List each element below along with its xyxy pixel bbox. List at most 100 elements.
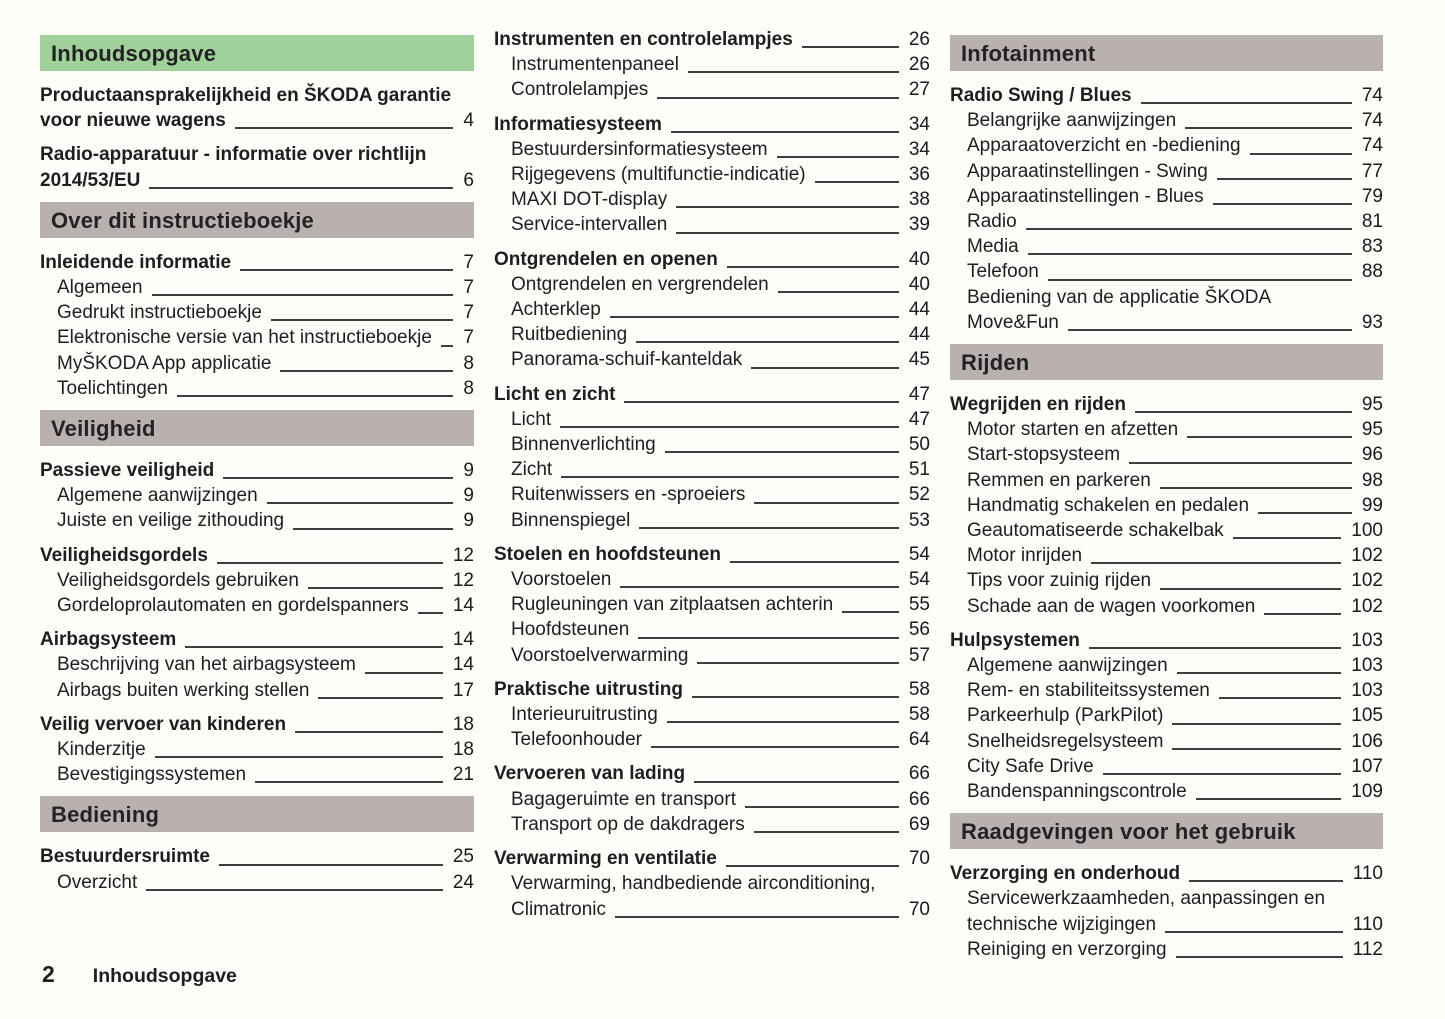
toc-entry-row: Veilig vervoer van kinderen 18 (40, 712, 474, 737)
page-number: 66 (908, 788, 930, 810)
toc-entry-label: Gedrukt instructieboekje (57, 302, 262, 324)
toc-entry-label: Zicht (511, 459, 553, 481)
toc-entry-label: Voorstoelverwarming (511, 644, 689, 666)
page-number: 79 (1361, 185, 1383, 207)
toc-entry-row: Verwarming en ventilatie 70 (494, 846, 930, 871)
leader-line (1195, 798, 1342, 801)
page-number: 26 (908, 29, 930, 50)
toc-entry: Bevestigingssystemen 21 (40, 762, 474, 787)
leader-line (1258, 512, 1352, 515)
toc-entry: Apparaatinstellingen - Swing 77 (950, 159, 1383, 184)
toc-entry: Voorstoelverwarming 57 (494, 643, 930, 668)
toc-entry: Bestuurdersruimte 25 (40, 844, 474, 869)
toc-group: Verzorging en onderhoud 110 Servicewerkzaa… (950, 861, 1383, 962)
toc-entry-label: Gordeloprolautomaten en gordelspanners (57, 595, 409, 617)
toc-entry-label: Informatiesysteem (494, 113, 662, 135)
toc-entry-row: Bandenspanningscontrole 109 (967, 779, 1383, 804)
leader-line (692, 696, 899, 699)
toc-entry: City Safe Drive 107 (950, 754, 1383, 779)
toc-entry-label: Bandenspanningscontrole (967, 781, 1187, 803)
toc-entry: Belangrijke aanwijzingen 74 (950, 108, 1383, 133)
toc-entry-label: Ruitbediening (511, 324, 628, 346)
page-number: 74 (1361, 135, 1383, 157)
toc-entry-row: Bestuurdersinformatiesysteem 34 (511, 137, 930, 162)
toc-entry-row: technische wijzigingen 110 (967, 912, 1383, 937)
toc-entry-row: Schade aan de wagen voorkomen 102 (967, 594, 1383, 619)
toc-entry-label: Algemeen (57, 277, 143, 299)
page-number: 55 (908, 594, 930, 616)
toc-entry-row: Motor starten en afzetten 95 (967, 417, 1383, 442)
leader-line (364, 671, 443, 674)
page-number: 103 (1351, 655, 1383, 677)
leader-line (1129, 461, 1352, 464)
toc-entry-label: Apparaatinstellingen - Blues (967, 185, 1204, 207)
toc-entry-label: Hulpsystemen (950, 629, 1080, 651)
toc-entry-row: Gedrukt instructieboekje 7 (57, 300, 474, 325)
toc-entry-label: Bestuurdersruimte (40, 846, 210, 868)
page-number: 25 (452, 846, 474, 868)
toc-entry-row: Passieve veiligheid 9 (40, 458, 474, 483)
leader-line (1249, 152, 1352, 155)
toc-group: Wegrijden en rijden 95 Motor starten en af… (950, 392, 1383, 619)
toc-entry: Elektronische versie van het instructieb… (40, 325, 474, 350)
toc-entry-label: Radio (967, 211, 1017, 233)
toc-entry-label: MyŠKODA App applicatie (57, 352, 272, 374)
toc-entry-row: Bestuurdersruimte 25 (40, 844, 474, 869)
toc-entry-row: Veiligheidsgordels 12 (40, 543, 474, 568)
page-number: 70 (908, 848, 930, 870)
toc-entry-row: Bagageruimte en transport 66 (511, 787, 930, 812)
section-banner: Bediening (40, 796, 474, 833)
page-number: 6 (463, 169, 474, 191)
toc-entry-label: Algemene aanwijzingen (57, 485, 258, 507)
toc-entry-row: Ontgrendelen en vergrendelen 40 (511, 272, 930, 297)
toc-entry-label: Passieve veiligheid (40, 460, 215, 482)
toc-entry-row: Media 83 (967, 234, 1383, 259)
leader-line (842, 611, 899, 614)
toc-entry-row: Toelichtingen 8 (57, 376, 474, 401)
toc-entry-label: 2014/53/EU (40, 169, 141, 191)
page-number: 44 (908, 324, 930, 346)
toc-entry-row: Geautomatiseerde schakelbak 100 (967, 518, 1383, 543)
toc-entry-label: Stoelen en hoofdsteunen (494, 543, 721, 565)
toc-entry-row: Hulpsystemen 103 (950, 628, 1383, 653)
toc-entry: Transport op de dakdragers 69 (494, 812, 930, 837)
toc-entry: Informatiesysteem 34 (494, 112, 930, 137)
leader-line (280, 369, 454, 372)
page-number: 38 (908, 189, 930, 211)
toc-entry: Telefoonhouder 64 (494, 727, 930, 752)
toc-entry-label: Geautomatiseerde schakelbak (967, 520, 1224, 542)
page-number: 102 (1351, 595, 1383, 617)
toc-entry-row: Snelheidsregelsysteem 106 (967, 729, 1383, 754)
toc-entry: Toelichtingen 8 (40, 376, 474, 401)
toc-entry-row: MyŠKODA App applicatie 8 (57, 351, 474, 376)
page-number: 36 (908, 164, 930, 186)
toc-group: Veilig vervoer van kinderen 18 Kinderzitje… (40, 712, 474, 788)
toc-entry-row: Climatronic 70 (511, 897, 930, 922)
toc-entry: Rugleuningen van zitplaatsen achterin 55 (494, 592, 930, 617)
toc-entry: Snelheidsregelsysteem 106 (950, 729, 1383, 754)
leader-line (666, 721, 899, 724)
leader-line (270, 319, 454, 322)
toc-column-1: Inhoudsopgave Productaansprakelijkheid en… (40, 0, 474, 904)
page-number: 27 (908, 79, 930, 101)
toc-entry: Ontgrendelen en openen 40 (494, 247, 930, 272)
toc-entry: Geautomatiseerde schakelbak 100 (950, 518, 1383, 543)
toc-group: Vervoeren van lading 66 Bagageruimte en tr… (494, 761, 930, 837)
leader-line (1218, 697, 1342, 700)
toc-entry-row: Binnenverlichting 50 (511, 432, 930, 457)
toc-entry: Apparaatoverzicht en -bediening 74 (950, 133, 1383, 158)
toc-entry: Algemene aanwijzingen 103 (950, 653, 1383, 678)
toc-entry: Inleidende informatie 7 (40, 250, 474, 275)
toc-group: Hulpsystemen 103 Algemene aanwijzingen 103 R… (950, 628, 1383, 804)
toc-entry-row: Inleidende informatie 7 (40, 250, 474, 275)
toc-entry: Beschrijving van het airbagsysteem 14 (40, 652, 474, 677)
toc-entry-label: Juiste en veilige zithouding (57, 510, 285, 532)
toc-entry-row: voor nieuwe wagens 4 (40, 108, 474, 133)
toc-entry-label: Apparaatinstellingen - Swing (967, 160, 1208, 182)
leader-line (1134, 411, 1352, 414)
leader-line (1187, 436, 1352, 439)
page-number: 103 (1351, 680, 1383, 702)
toc-entry-row: Ontgrendelen en openen 40 (494, 247, 930, 272)
toc-entry-row: Motor inrijden 102 (967, 543, 1383, 568)
toc-entry-label: Instrumentenpaneel (511, 54, 679, 76)
